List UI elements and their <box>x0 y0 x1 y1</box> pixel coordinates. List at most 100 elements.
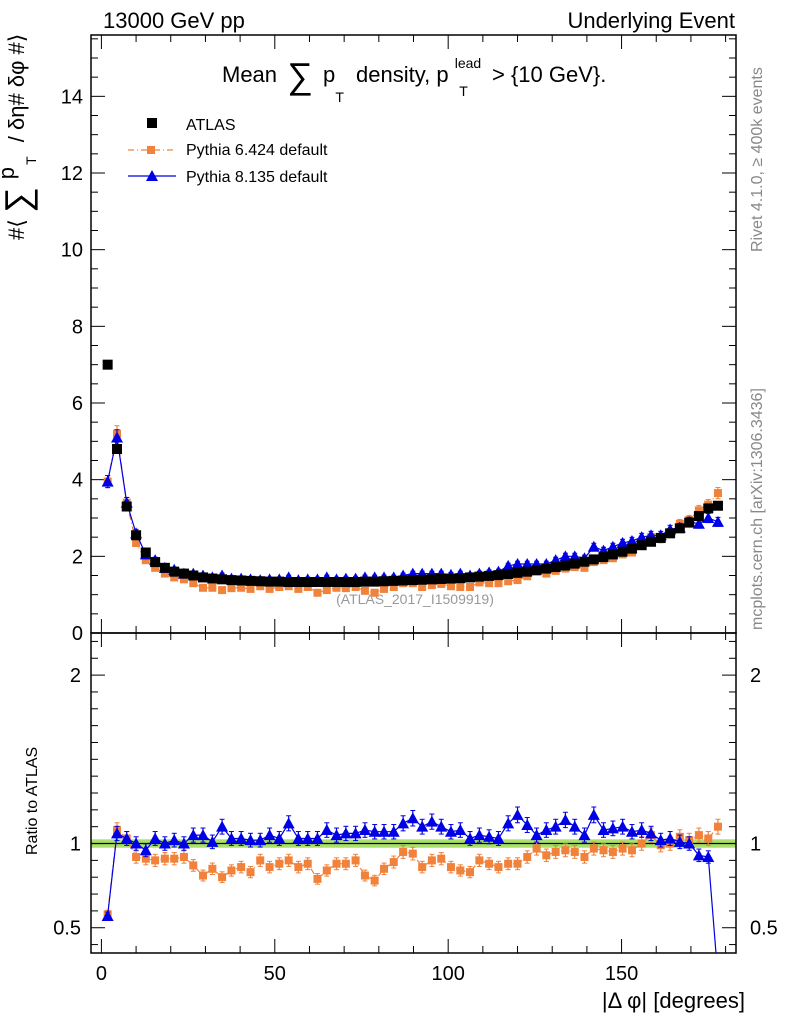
atlas-main-point <box>626 543 637 554</box>
pythia6-ratio-point <box>313 874 322 883</box>
pythia8-ratio-point <box>292 832 305 844</box>
atlas-main-point <box>217 574 228 585</box>
atlas-main-point <box>236 575 247 586</box>
pythia8-ratio-point <box>540 824 553 836</box>
pythia6-ratio-point <box>608 847 617 856</box>
pythia8-main-point <box>101 475 114 487</box>
pythia8-main-point <box>502 559 515 571</box>
atlas-main-point <box>388 575 399 586</box>
atlas-main-point <box>550 562 561 573</box>
legend: ATLAS Pythia 6.424 default Pythia 8.135 … <box>128 117 328 186</box>
pythia6-ratio-point <box>713 822 722 831</box>
pythia8-ratio-point <box>502 817 515 829</box>
pythia6-main-point <box>370 588 379 597</box>
atlas-main-point <box>617 546 628 557</box>
atlas-main-point <box>283 577 294 588</box>
atlas-main-point <box>331 577 342 588</box>
pythia6-ratio-point <box>418 863 427 872</box>
pythia8-main-point <box>559 550 572 562</box>
atlas-main-point <box>178 568 189 579</box>
atlas-main-point <box>579 556 590 567</box>
pythia8-main-point <box>711 515 724 527</box>
pythia6-ratio-point <box>360 871 369 880</box>
pythia6-ratio-point <box>389 858 398 867</box>
atlas-main-point <box>531 565 542 576</box>
pythia6-ratio-point <box>284 856 293 865</box>
pythia8-ratio-point <box>673 835 686 847</box>
pythia8-ratio-point <box>692 849 705 861</box>
legend-atlas-label: ATLAS <box>186 117 236 134</box>
axis-ticks <box>91 35 736 953</box>
title-prefix: Mean <box>222 62 277 87</box>
atlas-main-point <box>121 501 132 512</box>
pythia8-ratio-point <box>664 832 677 844</box>
pythia8-ratio-point <box>187 829 200 841</box>
pythia6-main-point <box>494 579 503 588</box>
atlas-main-point <box>693 511 704 522</box>
atlas-main-point <box>684 517 695 528</box>
main-ylabel: #⟨ ∑ p T / δη# δφ #⟩ <box>0 34 41 240</box>
pythia8-ratio-point <box>549 820 562 832</box>
pythia6-ratio-point <box>189 861 198 870</box>
pythia8-ratio-point <box>645 827 658 839</box>
pythia6-main-point <box>475 578 484 587</box>
atlas-main-point <box>226 575 237 586</box>
y-tick-label-ratio-right: 0.5 <box>750 918 778 940</box>
pythia6-ratio-point <box>132 853 141 861</box>
pythia6-main-point <box>504 577 513 586</box>
pythia8-ratio-point <box>492 832 505 844</box>
pythia8-ratio-point <box>130 837 143 849</box>
pythia6-ratio-point <box>694 831 703 840</box>
pythia6-ratio-point <box>218 873 227 882</box>
pythia6-main-point <box>713 489 722 498</box>
atlas-main-point <box>522 566 533 577</box>
pythia6-main-point <box>227 584 236 593</box>
pythia6-ratio-point <box>570 847 579 856</box>
pythia8-main-point <box>568 550 581 562</box>
atlas-main-point <box>407 575 418 586</box>
atlas-main-point <box>112 444 123 454</box>
y-tick-label-main: 12 <box>61 163 83 185</box>
y-tick-label-main: 8 <box>72 316 83 338</box>
pythia8-ratio-point <box>435 820 448 832</box>
pythia6-ratio-point <box>179 853 188 861</box>
pythia6-ratio-point <box>380 864 389 873</box>
pythia8-ratio-point <box>111 827 124 839</box>
pythia8-ratio-point <box>149 832 162 844</box>
pythia8-ratio-point <box>473 829 486 841</box>
atlas-main-point <box>131 530 142 541</box>
pythia8-ratio-point <box>597 824 610 836</box>
ratio-series-group <box>101 806 722 953</box>
pythia6-ratio-point <box>275 859 284 868</box>
pythia6-main-point <box>199 583 208 592</box>
pythia6-ratio-point <box>408 849 417 858</box>
pythia6-ratio-point <box>256 856 265 865</box>
pythia6-ratio-point <box>160 854 169 863</box>
pythia8-ratio-point <box>702 851 715 862</box>
pythia6-ratio-point <box>208 864 217 873</box>
pythia6-main-point <box>694 506 703 515</box>
pythia6-main-point <box>265 584 274 593</box>
pythia8-ratio-point <box>320 824 333 836</box>
atlas-main-point <box>665 528 676 539</box>
pythia6-main-point <box>389 583 398 591</box>
atlas-main-point <box>703 503 714 514</box>
pythia6-main-point <box>485 579 494 588</box>
pythia8-ratio-point <box>216 820 229 832</box>
pythia6-main-point <box>332 583 341 592</box>
pythia6-main-point <box>132 538 141 547</box>
atlas-main-point <box>607 549 618 560</box>
pythia6-main-point <box>322 586 331 595</box>
pythia6-ratio-point <box>370 876 379 885</box>
pythia8-ratio-point <box>464 832 477 844</box>
pythia6-main-point <box>151 563 160 572</box>
pythia6-ratio-point <box>151 856 160 865</box>
pythia6-main-point <box>275 583 284 591</box>
atlas-main-point <box>569 558 580 569</box>
pythia8-ratio-point <box>349 827 362 839</box>
title-sub-t: T <box>335 89 344 105</box>
pythia8-ratio-point <box>330 829 343 841</box>
pythia8-ratio-point <box>244 834 257 846</box>
header-process-label: Underlying Event <box>567 8 735 33</box>
